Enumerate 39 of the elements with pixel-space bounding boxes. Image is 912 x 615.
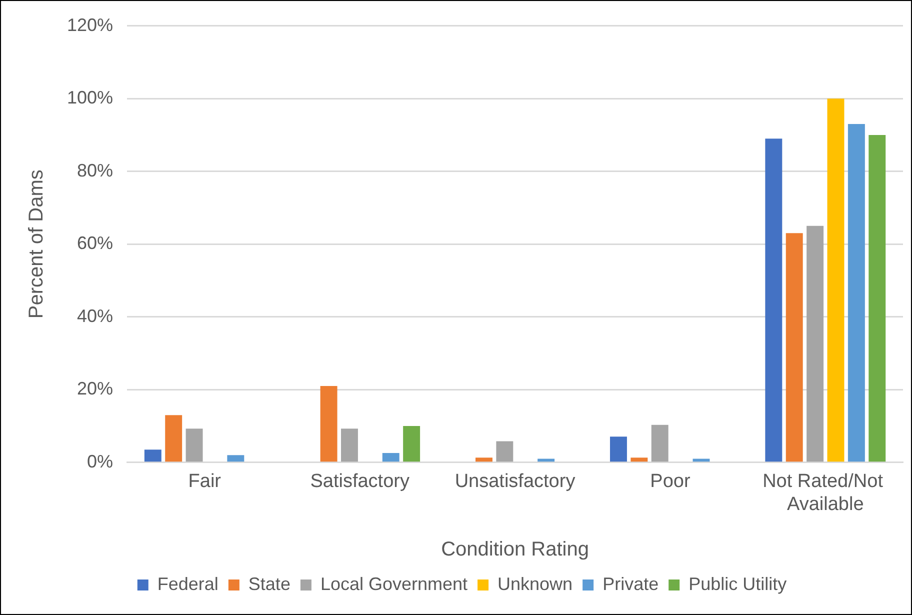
bar <box>610 436 627 462</box>
bar <box>403 426 420 462</box>
bar <box>496 441 514 462</box>
legend-label: Unknown <box>498 574 573 594</box>
bar <box>320 386 338 462</box>
bar <box>186 428 203 462</box>
legend-label: Public Utility <box>688 574 787 594</box>
legend-label: Local Government <box>320 574 468 594</box>
legend-label: Private <box>602 574 659 594</box>
bar <box>806 226 824 462</box>
y-tick-label: 120% <box>66 14 114 35</box>
y-tick-label: 0% <box>87 451 114 472</box>
bar <box>786 233 803 462</box>
bar <box>475 458 492 462</box>
legend-label: Federal <box>157 574 218 594</box>
x-axis-title: Condition Rating <box>441 538 589 561</box>
y-tick-label: 80% <box>77 160 114 180</box>
bar <box>868 134 886 462</box>
x-tick-label: Poor <box>650 471 691 492</box>
x-tick-label: Unsatisfactory <box>454 471 576 492</box>
legend-label: State <box>248 574 290 594</box>
y-tick-label: 100% <box>66 88 114 108</box>
x-tick-label: Fair <box>188 471 222 492</box>
bar <box>165 415 182 462</box>
bar <box>765 138 782 462</box>
x-tick-label: Satisfactory <box>310 471 410 492</box>
bar <box>651 424 668 462</box>
bar <box>827 98 844 462</box>
bar <box>382 452 400 462</box>
bar <box>227 455 244 462</box>
bar <box>630 458 648 462</box>
bar <box>144 450 162 462</box>
bar <box>848 124 865 462</box>
y-tick-label: 20% <box>77 378 114 399</box>
y-tick-label: 60% <box>77 233 114 254</box>
x-tick-label: Not Rated/Not Available <box>762 471 888 515</box>
bar <box>340 428 358 462</box>
y-tick-label: 40% <box>77 306 114 326</box>
y-axis-title: Percent of Dams <box>26 170 48 319</box>
